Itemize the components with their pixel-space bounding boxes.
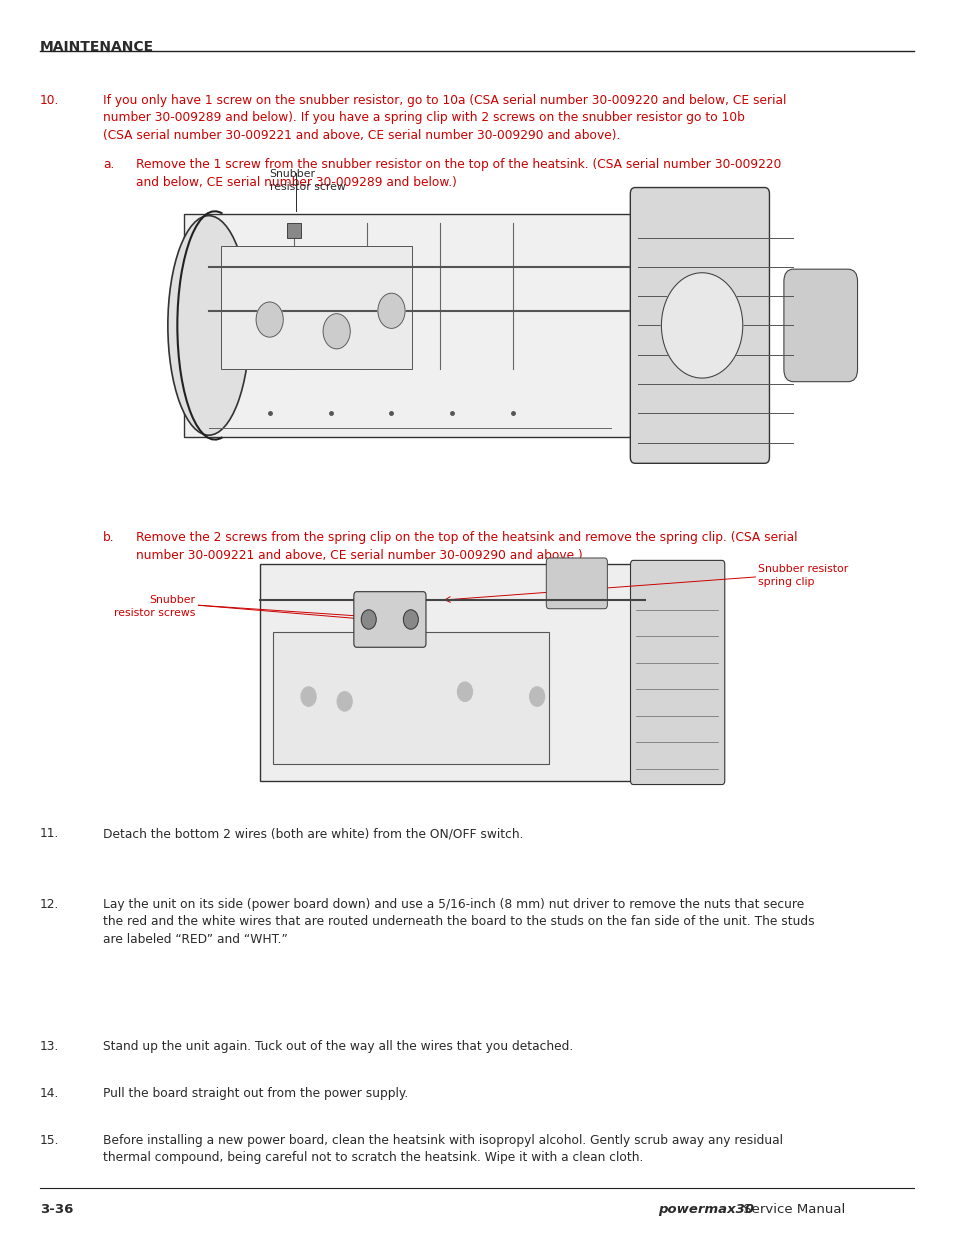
Text: Service Manual: Service Manual — [739, 1203, 844, 1216]
Text: Lay the unit on its side (power board down) and use a 5/16-inch (8 mm) nut drive: Lay the unit on its side (power board do… — [103, 898, 814, 946]
Text: Remove the 1 screw from the snubber resistor on the top of the heatsink. (CSA se: Remove the 1 screw from the snubber resi… — [136, 158, 781, 189]
Text: Detach the bottom 2 wires (both are white) from the ON/OFF switch.: Detach the bottom 2 wires (both are whit… — [103, 827, 523, 841]
Text: b.: b. — [103, 531, 114, 545]
Circle shape — [377, 293, 405, 329]
Text: Snubber resistor
spring clip: Snubber resistor spring clip — [758, 564, 848, 587]
Text: 10.: 10. — [40, 94, 59, 107]
Text: 11.: 11. — [40, 827, 59, 841]
Circle shape — [337, 692, 352, 711]
Text: If you only have 1 screw on the snubber resistor, go to 10a (CSA serial number 3: If you only have 1 screw on the snubber … — [103, 94, 785, 142]
Text: 13.: 13. — [40, 1040, 59, 1053]
FancyBboxPatch shape — [273, 631, 549, 764]
Text: 12.: 12. — [40, 898, 59, 911]
Text: Snubber
resistor screws: Snubber resistor screws — [114, 595, 195, 618]
FancyBboxPatch shape — [260, 564, 647, 781]
Circle shape — [301, 687, 315, 706]
Text: MAINTENANCE: MAINTENANCE — [40, 40, 154, 53]
Circle shape — [255, 303, 283, 337]
Circle shape — [457, 682, 472, 701]
Text: Before installing a new power board, clean the heatsink with isopropyl alcohol. : Before installing a new power board, cle… — [103, 1134, 782, 1165]
Text: 14.: 14. — [40, 1087, 59, 1100]
FancyBboxPatch shape — [221, 247, 412, 369]
FancyBboxPatch shape — [354, 592, 426, 647]
FancyBboxPatch shape — [783, 269, 857, 382]
Text: Pull the board straight out from the power supply.: Pull the board straight out from the pow… — [103, 1087, 408, 1100]
Text: Stand up the unit again. Tuck out of the way all the wires that you detached.: Stand up the unit again. Tuck out of the… — [103, 1040, 573, 1053]
FancyBboxPatch shape — [630, 561, 724, 784]
Text: 3-36: 3-36 — [40, 1203, 73, 1216]
FancyBboxPatch shape — [287, 224, 300, 237]
Ellipse shape — [168, 216, 250, 435]
Text: Snubber
resistor screw: Snubber resistor screw — [270, 169, 345, 191]
Circle shape — [323, 314, 350, 348]
Text: a.: a. — [103, 158, 114, 172]
Text: 15.: 15. — [40, 1134, 59, 1147]
Circle shape — [660, 273, 742, 378]
Text: Remove the 2 screws from the spring clip on the top of the heatsink and remove t: Remove the 2 screws from the spring clip… — [136, 531, 797, 562]
FancyBboxPatch shape — [184, 214, 675, 437]
Circle shape — [403, 610, 417, 629]
Circle shape — [529, 687, 544, 706]
Circle shape — [361, 610, 375, 629]
FancyBboxPatch shape — [630, 188, 769, 463]
Text: powermax30: powermax30 — [658, 1203, 754, 1216]
FancyBboxPatch shape — [546, 558, 607, 609]
